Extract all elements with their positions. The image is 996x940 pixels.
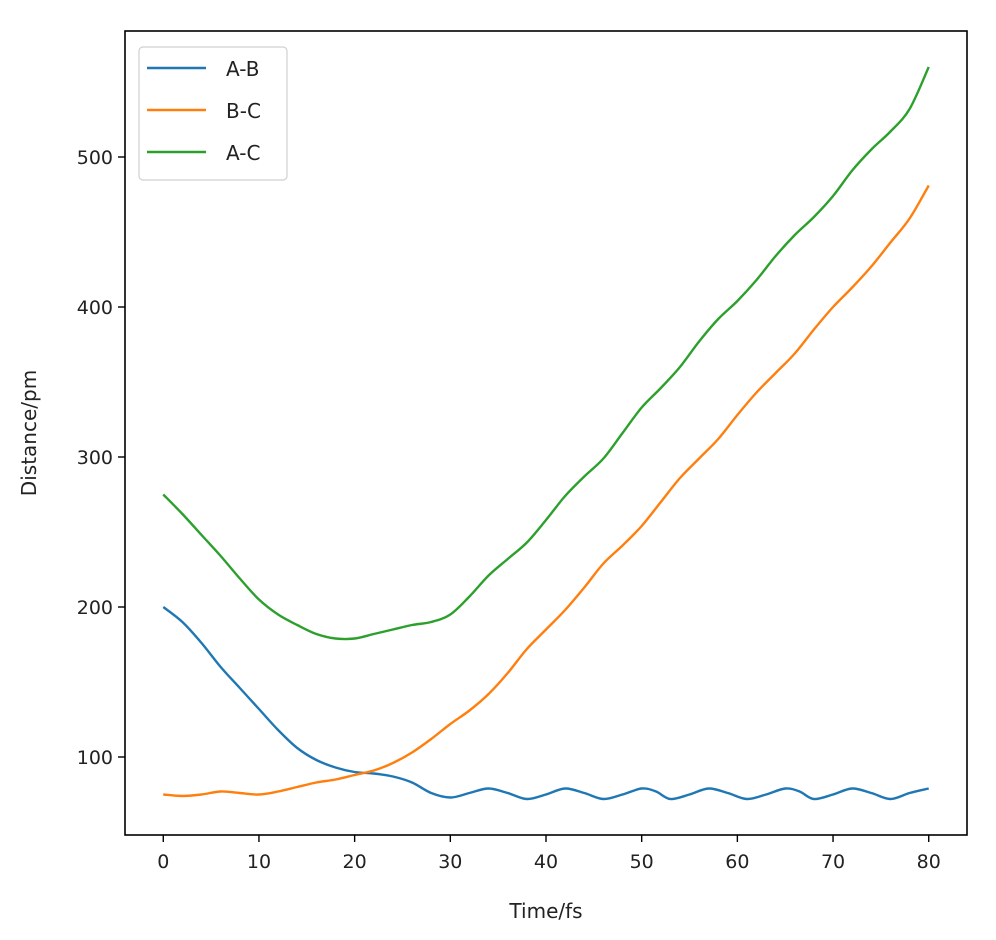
y-axis-label: Distance/pm [17,370,41,496]
x-tick-label: 80 [917,851,941,873]
x-tick-label: 0 [157,851,169,873]
x-tick-label: 60 [725,851,749,873]
y-axis: 100 200 300 400 500 [77,147,125,769]
series-line-b-c [163,184,930,798]
legend: A-B B-C A-C [138,46,288,181]
x-tick-label: 20 [343,851,367,873]
series-line-a-c [162,66,930,641]
y-tick-label: 500 [77,147,113,169]
x-tick-label: 40 [534,851,558,873]
x-tick-label: 50 [630,851,654,873]
series-line-a-b [162,606,930,801]
legend-label: A-C [226,141,260,165]
legend-box [138,46,288,181]
legend-label: B-C [226,99,261,123]
y-tick-label: 200 [77,597,113,619]
y-tick-label: 400 [77,297,113,319]
plot-lines [162,66,930,801]
x-axis-label: Time/fs [508,899,582,923]
x-tick-label: 70 [821,851,845,873]
y-tick-label: 300 [77,447,113,469]
x-tick-label: 30 [438,851,462,873]
y-tick-label: 100 [77,747,113,769]
x-axis: 0 10 20 30 40 50 60 70 80 [157,835,941,873]
x-tick-label: 10 [247,851,271,873]
legend-label: A-B [226,57,259,81]
